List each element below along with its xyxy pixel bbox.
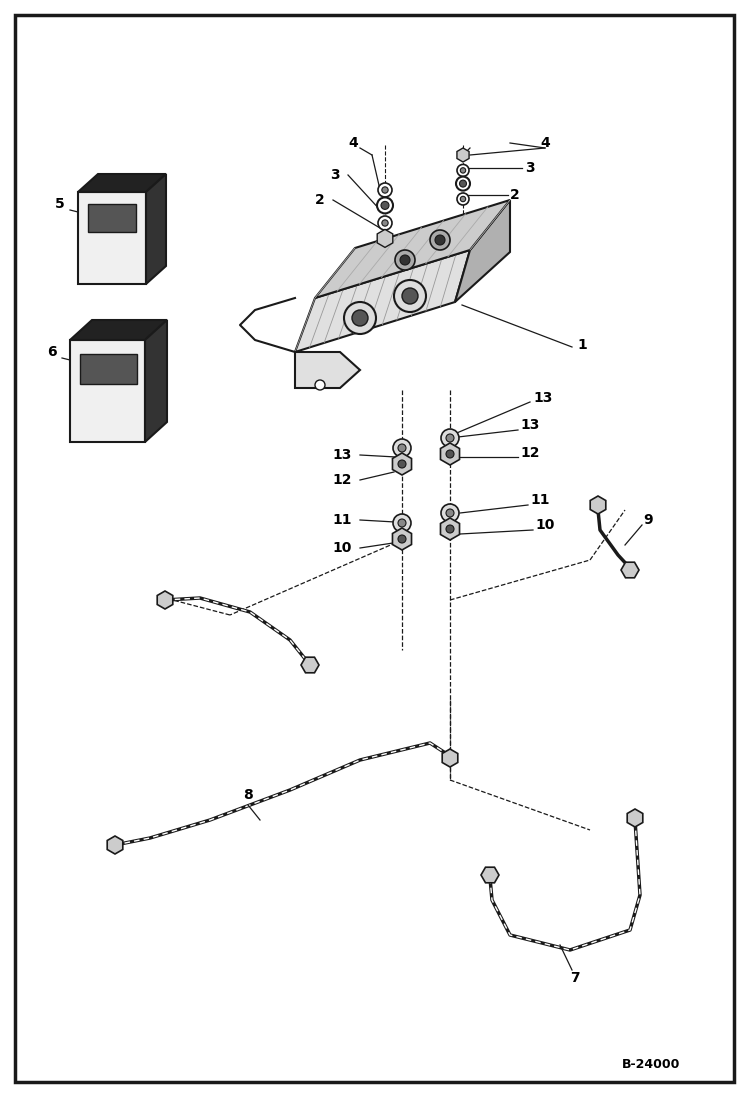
Text: 3: 3 bbox=[525, 161, 535, 176]
Circle shape bbox=[435, 235, 445, 245]
Circle shape bbox=[381, 202, 389, 210]
Circle shape bbox=[459, 180, 467, 188]
Circle shape bbox=[393, 439, 411, 457]
Text: 13: 13 bbox=[520, 418, 539, 432]
Circle shape bbox=[394, 280, 426, 312]
Polygon shape bbox=[481, 868, 499, 883]
Polygon shape bbox=[590, 496, 606, 514]
Circle shape bbox=[398, 460, 406, 468]
Circle shape bbox=[352, 310, 368, 326]
Text: 7: 7 bbox=[570, 971, 580, 985]
Circle shape bbox=[315, 380, 325, 391]
Polygon shape bbox=[392, 453, 411, 475]
Polygon shape bbox=[145, 320, 167, 442]
Circle shape bbox=[457, 165, 469, 177]
Polygon shape bbox=[301, 657, 319, 672]
Polygon shape bbox=[78, 192, 146, 284]
Circle shape bbox=[398, 519, 406, 527]
Polygon shape bbox=[146, 174, 166, 284]
Circle shape bbox=[441, 429, 459, 446]
Circle shape bbox=[430, 230, 450, 250]
Text: 6: 6 bbox=[47, 344, 57, 359]
Polygon shape bbox=[295, 352, 360, 388]
Circle shape bbox=[344, 302, 376, 333]
Circle shape bbox=[446, 434, 454, 442]
Polygon shape bbox=[107, 836, 123, 853]
Text: 4: 4 bbox=[348, 136, 358, 150]
Text: 2: 2 bbox=[315, 193, 325, 207]
Text: 10: 10 bbox=[333, 541, 352, 555]
Text: 13: 13 bbox=[333, 448, 352, 462]
Polygon shape bbox=[442, 749, 458, 767]
Circle shape bbox=[395, 250, 415, 270]
Text: B-24000: B-24000 bbox=[622, 1059, 680, 1072]
Text: 12: 12 bbox=[520, 446, 539, 460]
Polygon shape bbox=[457, 148, 469, 162]
Circle shape bbox=[378, 216, 392, 230]
Circle shape bbox=[446, 450, 454, 459]
Polygon shape bbox=[157, 591, 173, 609]
Circle shape bbox=[457, 193, 469, 205]
Polygon shape bbox=[377, 229, 392, 248]
Polygon shape bbox=[78, 174, 166, 192]
Polygon shape bbox=[315, 200, 510, 298]
Text: 10: 10 bbox=[535, 518, 554, 532]
Text: 4: 4 bbox=[540, 136, 550, 150]
Polygon shape bbox=[455, 200, 510, 302]
Circle shape bbox=[377, 197, 393, 214]
Polygon shape bbox=[392, 528, 411, 550]
Circle shape bbox=[382, 219, 388, 226]
Polygon shape bbox=[627, 808, 643, 827]
Text: 8: 8 bbox=[243, 788, 253, 802]
Text: 2: 2 bbox=[510, 188, 520, 202]
Polygon shape bbox=[621, 562, 639, 578]
Circle shape bbox=[456, 177, 470, 191]
Text: 5: 5 bbox=[55, 197, 65, 211]
Bar bbox=[88, 204, 136, 231]
Circle shape bbox=[441, 504, 459, 522]
Text: 9: 9 bbox=[643, 513, 653, 527]
Circle shape bbox=[402, 289, 418, 304]
Polygon shape bbox=[440, 518, 460, 540]
Circle shape bbox=[461, 168, 466, 173]
Text: 3: 3 bbox=[330, 168, 340, 182]
Polygon shape bbox=[70, 320, 167, 340]
Polygon shape bbox=[440, 443, 460, 465]
Bar bbox=[80, 354, 137, 384]
Text: 11: 11 bbox=[333, 513, 352, 527]
Text: 12: 12 bbox=[333, 473, 352, 487]
Circle shape bbox=[378, 183, 392, 197]
Text: 11: 11 bbox=[530, 493, 550, 507]
Polygon shape bbox=[70, 340, 145, 442]
Circle shape bbox=[446, 525, 454, 533]
Circle shape bbox=[398, 444, 406, 452]
Circle shape bbox=[400, 255, 410, 265]
Circle shape bbox=[393, 514, 411, 532]
Circle shape bbox=[382, 186, 388, 193]
Circle shape bbox=[446, 509, 454, 517]
Circle shape bbox=[461, 196, 466, 202]
Polygon shape bbox=[295, 250, 470, 352]
Text: 13: 13 bbox=[533, 391, 552, 405]
Text: 1: 1 bbox=[577, 338, 587, 352]
Circle shape bbox=[398, 535, 406, 543]
